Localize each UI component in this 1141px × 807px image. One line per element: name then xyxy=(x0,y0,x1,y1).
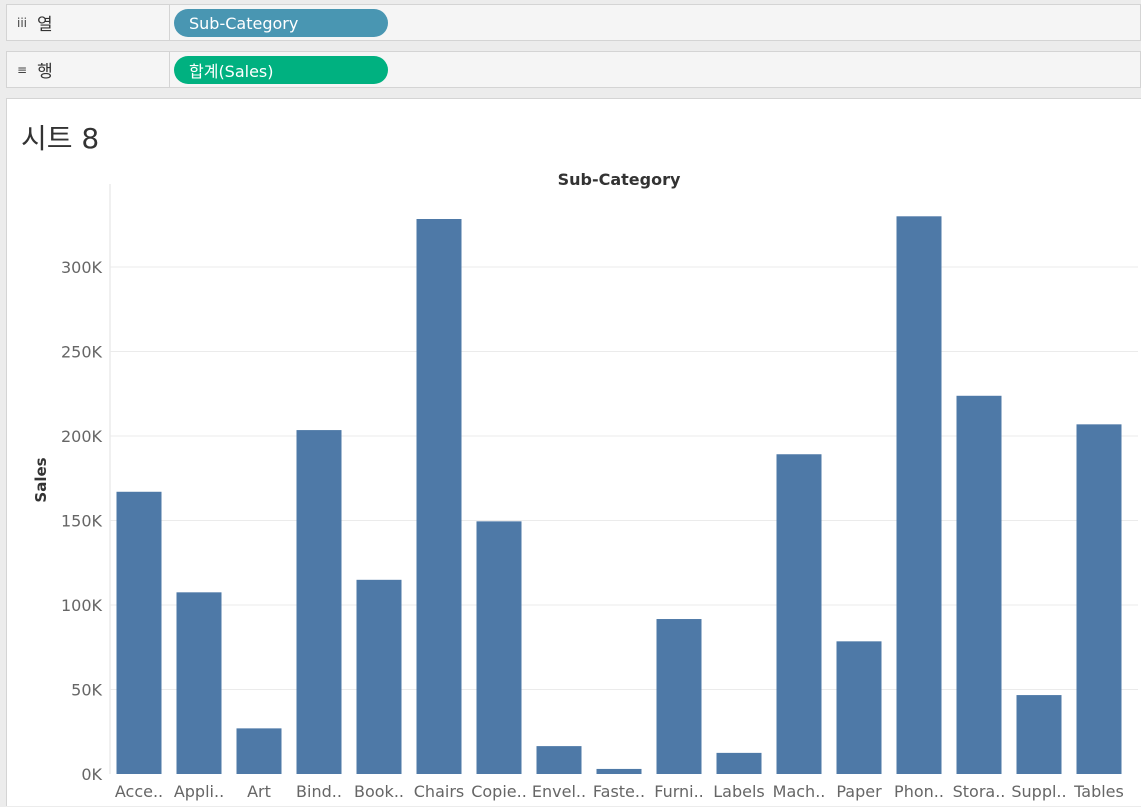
chart-title: Sub-Category xyxy=(558,170,681,189)
bar xyxy=(656,619,702,774)
x-tick-label: Bind.. xyxy=(296,782,342,801)
x-tick-label: Copie.. xyxy=(471,782,527,801)
y-tick-label: 200K xyxy=(61,427,103,446)
columns-icon: iii xyxy=(17,15,28,30)
sheet-title: 시트 8 xyxy=(21,122,100,155)
bar xyxy=(1016,695,1062,774)
x-tick-label: Phon.. xyxy=(894,782,944,801)
sheet-view: 시트 8 0K 50K 100K 150K 200K 250K 300K Sub-Catego… xyxy=(6,98,1141,806)
x-tick-label: Chairs xyxy=(414,782,464,801)
bar xyxy=(236,728,282,774)
rows-shelf: ≡ 행 합계(Sales) xyxy=(6,51,1141,88)
bar xyxy=(896,216,942,775)
y-axis-title: Sales xyxy=(32,457,50,502)
x-tick-label: Paper xyxy=(836,782,882,801)
y-tick-label: 300K xyxy=(61,258,103,277)
x-tick-label: Stora.. xyxy=(953,782,1006,801)
y-tick-label: 100K xyxy=(61,596,103,615)
x-tick-label: Mach.. xyxy=(773,782,826,801)
sum-sales-pill[interactable]: 합계(Sales) xyxy=(174,56,388,84)
x-tick-label: Book.. xyxy=(354,782,404,801)
rows-label: 행 xyxy=(37,62,53,82)
x-tick-label: Art xyxy=(247,782,271,801)
bar xyxy=(776,454,822,774)
bar xyxy=(836,641,882,774)
y-tick-label: 250K xyxy=(61,343,103,362)
sub-category-pill[interactable]: Sub-Category xyxy=(174,9,388,37)
x-tick-label: Tables xyxy=(1073,782,1124,801)
bar xyxy=(356,579,402,774)
bar xyxy=(116,491,162,774)
bar xyxy=(716,752,762,774)
x-tick-label: Suppl.. xyxy=(1011,782,1066,801)
x-tick-label: Appli.. xyxy=(174,782,224,801)
x-tick-label: Faste.. xyxy=(593,782,645,801)
bar xyxy=(176,592,222,774)
x-tick-label: Labels xyxy=(713,782,765,801)
bar xyxy=(956,395,1002,774)
y-tick-label: 0K xyxy=(81,765,102,784)
rows-icon: ≡ xyxy=(17,62,28,77)
columns-label: 열 xyxy=(37,15,53,35)
bar xyxy=(536,746,582,774)
y-tick-label: 50K xyxy=(71,681,102,700)
columns-shelf-label: iii 열 xyxy=(7,5,170,40)
x-tick-label: Envel.. xyxy=(532,782,586,801)
bar xyxy=(296,430,342,774)
rows-shelf-label: ≡ 행 xyxy=(7,52,170,87)
x-tick-label: Acce.. xyxy=(115,782,163,801)
y-tick-label: 150K xyxy=(61,512,103,531)
bar xyxy=(416,219,462,774)
columns-shelf: iii 열 Sub-Category xyxy=(6,4,1141,41)
bar xyxy=(1076,424,1122,774)
bar-chart: 0K 50K 100K 150K 200K 250K 300K Sub-Category Sal… xyxy=(32,170,1138,801)
x-tick-label: Furni.. xyxy=(654,782,704,801)
bar xyxy=(596,768,642,774)
bar xyxy=(476,521,522,774)
